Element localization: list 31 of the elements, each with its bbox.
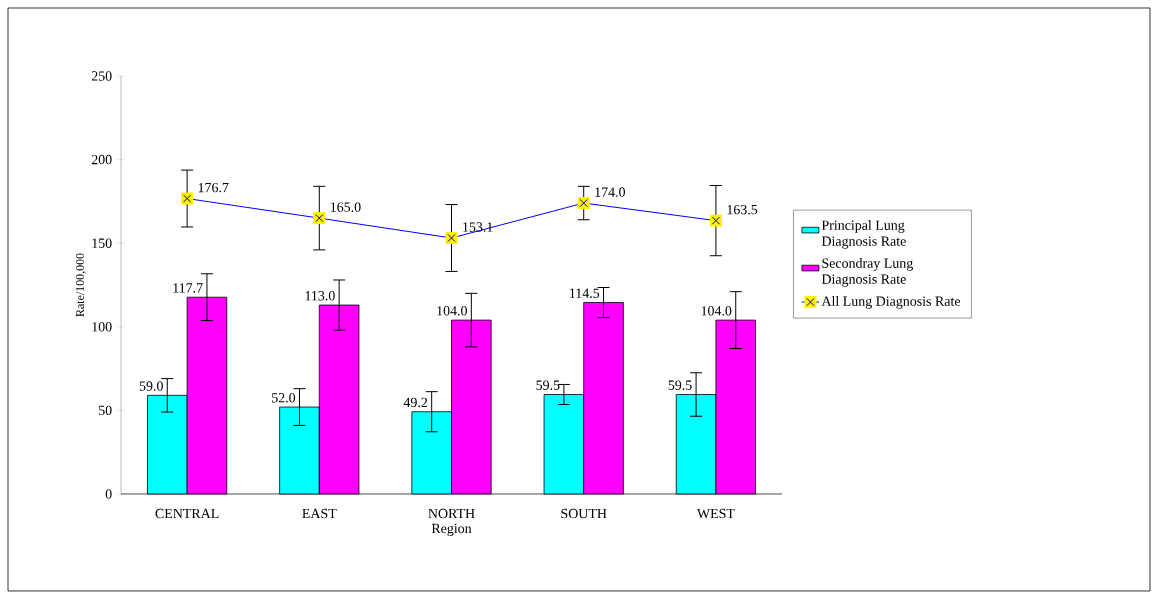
data-label: 113.0 [305, 291, 335, 301]
y-tick-label: 150 [92, 238, 112, 248]
data-label: 49.2 [403, 397, 428, 408]
data-label: 104.0 [437, 306, 467, 316]
x-tick-label: CENTRAL [155, 508, 219, 519]
y-tick-label: 250 [91, 71, 112, 81]
y-axis-title: Rate/100,000 [75, 253, 86, 317]
y-tick-label: 200 [91, 154, 112, 165]
data-label: 174.0 [595, 187, 626, 197]
legend-label: Secondray Lung Diagnosis Rate [821, 258, 913, 287]
data-label: 153.1 [463, 222, 493, 232]
x-tick-label: SOUTH [561, 508, 607, 519]
data-label: 176.7 [198, 182, 229, 193]
y-tick-label: 100 [92, 322, 112, 332]
legend-label: Principal Lung Diagnosis Rate [821, 220, 906, 249]
data-label: 59.5 [668, 380, 692, 390]
x-axis-title: Region [431, 523, 472, 537]
data-label: 117.7 [173, 283, 203, 293]
data-label: 165.0 [330, 202, 361, 212]
data-label: 59.0 [139, 381, 163, 391]
data-label: 114.5 [570, 288, 600, 298]
y-tick-label: 50 [99, 405, 112, 416]
data-label: 59.5 [536, 380, 560, 390]
legend-label: All Lung Diagnosis Rate [821, 296, 961, 309]
x-tick-label: WEST [696, 508, 735, 519]
y-tick-label: 0 [105, 489, 112, 499]
data-label: 163.5 [727, 204, 758, 215]
x-tick-label: EAST [302, 508, 337, 519]
x-tick-label: NORTH [428, 508, 475, 519]
data-label: 104.0 [701, 306, 732, 316]
data-label: 52.0 [272, 393, 296, 403]
